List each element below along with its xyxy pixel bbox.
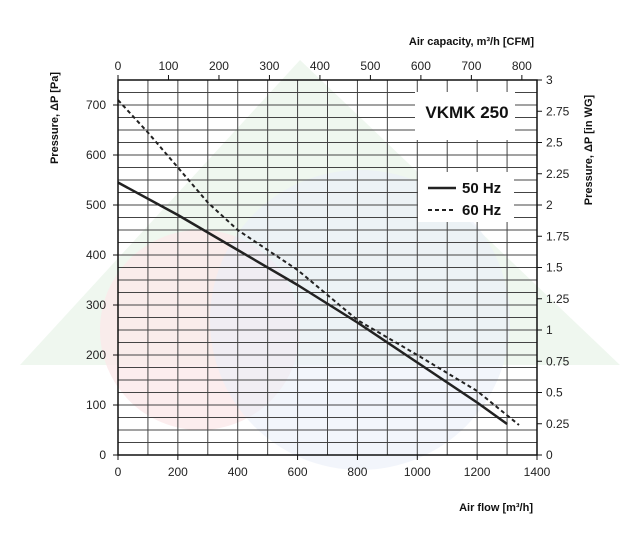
y-tick-label: 500: [86, 198, 106, 212]
legend-box: [418, 172, 514, 222]
x-tick-label: 200: [168, 465, 188, 479]
y2-tick-label: 0: [546, 448, 553, 462]
y2-tick-label: 1.5: [546, 261, 563, 275]
y-tick-label: 700: [86, 98, 106, 112]
x2-tick-label: 600: [411, 59, 431, 73]
x2-tick-label: 400: [310, 59, 330, 73]
chart-title: VKMK 250: [425, 103, 508, 122]
x2-axis-title: Air capacity, m³/h [CFM]: [409, 36, 534, 48]
x2-tick-label: 100: [158, 59, 178, 73]
x-axis-title: Air flow [m³/h]: [459, 502, 533, 514]
curves: [117, 99, 520, 426]
series-line-60hz: [117, 99, 520, 426]
x2-tick-label: 500: [360, 59, 380, 73]
y2-tick-label: 0.25: [546, 417, 570, 431]
y2-tick-label: 2.5: [546, 136, 563, 150]
y2-tick-label: 1: [546, 323, 553, 337]
x2-tick-label: 200: [209, 59, 229, 73]
plot-grid: [117, 79, 538, 456]
y2-axis-title: Pressure, ΔP [in WG]: [583, 94, 595, 205]
watermark-logo: [20, 60, 620, 470]
y2-tick-label: 2: [546, 198, 553, 212]
x-tick-label: 1400: [524, 465, 551, 479]
y2-tick-label: 1.25: [546, 292, 570, 306]
axes: 0 200 400 600 800 1000 1200 1400010020030040050…: [86, 59, 570, 479]
x2-tick-label: 0: [115, 59, 122, 73]
y-tick-label: 100: [86, 398, 106, 412]
y-tick-label: 400: [86, 248, 106, 262]
y-tick-label: 300: [86, 298, 106, 312]
x-tick-label: 0: [115, 465, 122, 479]
y2-tick-label: 3: [546, 73, 553, 87]
y2-tick-label: 1.75: [546, 229, 570, 243]
legend-label-50hz: 50 Hz: [462, 180, 501, 197]
y-tick-label: 0: [99, 448, 106, 462]
x-tick-label: 600: [288, 465, 308, 479]
y2-tick-label: 0.75: [546, 354, 570, 368]
x2-tick-label: 800: [512, 59, 532, 73]
x-tick-label: 1200: [464, 465, 491, 479]
x-tick-label: 1000: [404, 465, 431, 479]
model-box: [415, 92, 515, 140]
x2-tick-label: 700: [461, 59, 481, 73]
x2-tick-label: 300: [259, 59, 279, 73]
x-tick-label: 400: [228, 465, 248, 479]
y2-tick-label: 2.25: [546, 167, 570, 181]
y2-tick-label: 2.75: [546, 104, 570, 118]
legend-label-60hz: 60 Hz: [462, 202, 501, 219]
y-tick-label: 200: [86, 348, 106, 362]
series-line-50hz: [117, 181, 508, 426]
x-tick-label: 800: [347, 465, 367, 479]
y-axis-title: Pressure, ΔP [Pa]: [49, 72, 61, 164]
legend: 50 Hz 60 Hz: [428, 180, 501, 219]
y2-tick-label: 0.5: [546, 386, 563, 400]
y-tick-label: 600: [86, 148, 106, 162]
